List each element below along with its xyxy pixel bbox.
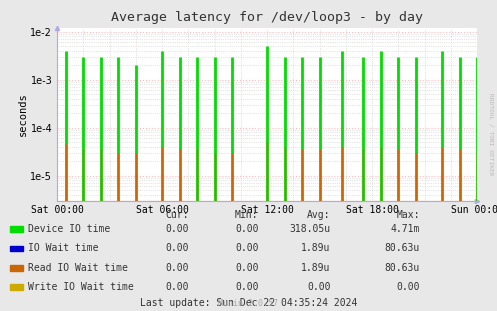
Text: 0.00: 0.00 xyxy=(235,282,258,292)
Text: RRDTOOL / TOBI OETIKER: RRDTOOL / TOBI OETIKER xyxy=(488,93,493,176)
Text: 0.00: 0.00 xyxy=(166,224,189,234)
Text: 4.71m: 4.71m xyxy=(391,224,420,234)
Text: Avg:: Avg: xyxy=(307,210,331,220)
Text: Max:: Max: xyxy=(397,210,420,220)
Text: Device IO time: Device IO time xyxy=(28,224,110,234)
Text: 1.89u: 1.89u xyxy=(301,263,331,273)
Text: 0.00: 0.00 xyxy=(166,244,189,253)
Title: Average latency for /dev/loop3 - by day: Average latency for /dev/loop3 - by day xyxy=(111,11,423,24)
Text: 1.89u: 1.89u xyxy=(301,244,331,253)
Text: 0.00: 0.00 xyxy=(166,263,189,273)
Text: Last update: Sun Dec 22 04:35:24 2024: Last update: Sun Dec 22 04:35:24 2024 xyxy=(140,298,357,308)
Text: 0.00: 0.00 xyxy=(307,282,331,292)
Text: IO Wait time: IO Wait time xyxy=(28,244,99,253)
Y-axis label: seconds: seconds xyxy=(17,92,28,136)
Text: 0.00: 0.00 xyxy=(235,244,258,253)
Text: 0.00: 0.00 xyxy=(235,263,258,273)
Text: 0.00: 0.00 xyxy=(166,282,189,292)
Text: 0.00: 0.00 xyxy=(235,224,258,234)
Text: Write IO Wait time: Write IO Wait time xyxy=(28,282,134,292)
Text: Min:: Min: xyxy=(235,210,258,220)
Text: 80.63u: 80.63u xyxy=(385,244,420,253)
Text: Cur:: Cur: xyxy=(166,210,189,220)
Text: 80.63u: 80.63u xyxy=(385,263,420,273)
Text: 0.00: 0.00 xyxy=(397,282,420,292)
Text: Munin 2.0.57: Munin 2.0.57 xyxy=(219,299,278,308)
Text: 318.05u: 318.05u xyxy=(289,224,331,234)
Text: Read IO Wait time: Read IO Wait time xyxy=(28,263,128,273)
